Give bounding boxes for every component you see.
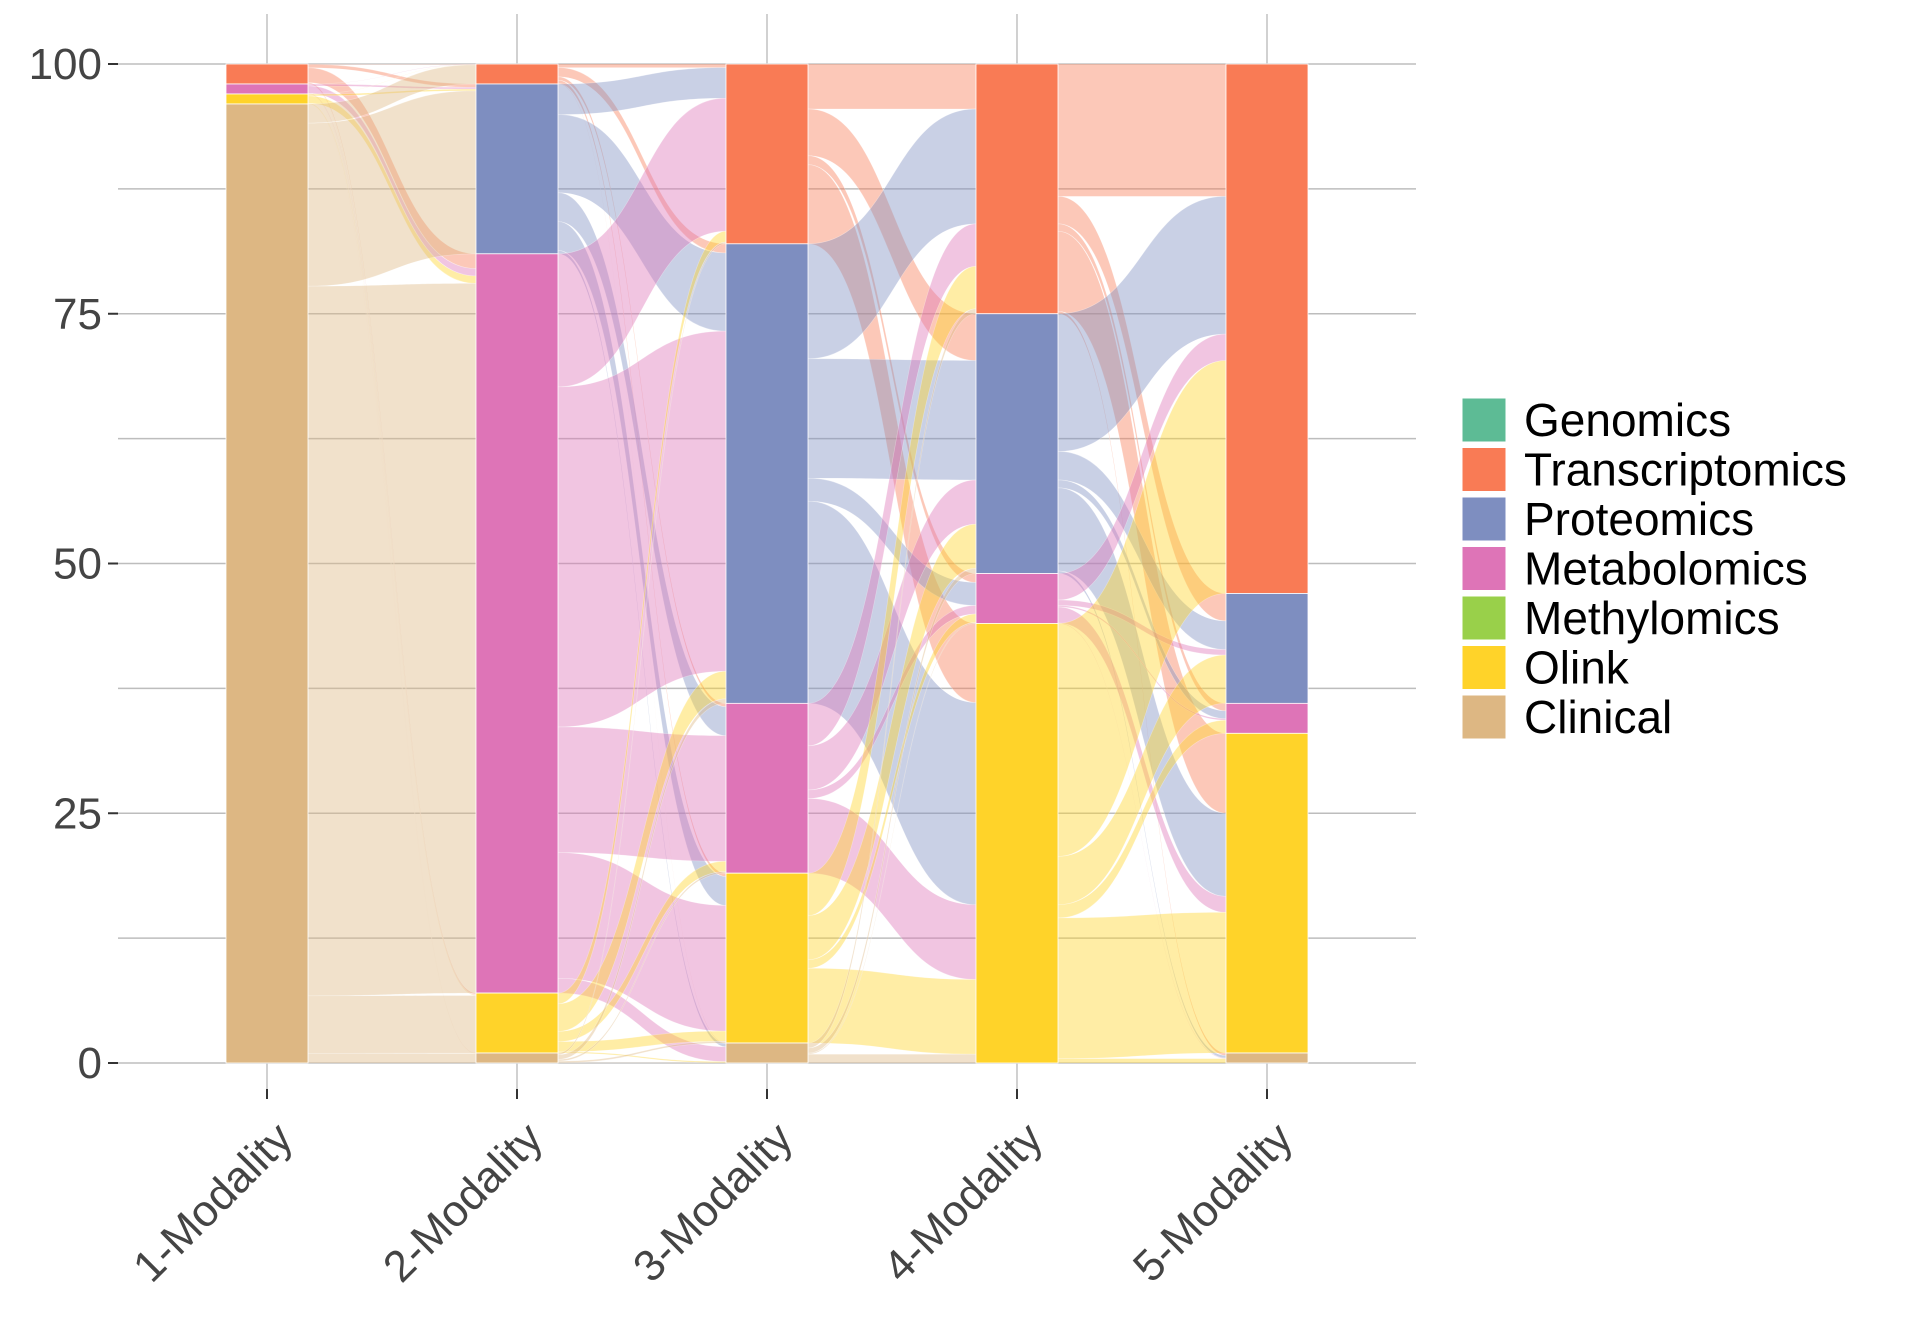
- bar-segment-olink: [475, 992, 559, 1054]
- bar-segment-transcriptomics: [1225, 63, 1309, 594]
- bar-segment-olink: [975, 623, 1059, 1064]
- legend-label-metabolomics: Metabolomics: [1524, 543, 1808, 595]
- flow-ribbon-olink: [807, 967, 977, 1055]
- flow-ribbon-olink: [1057, 1058, 1227, 1064]
- legend-label-proteomics: Proteomics: [1524, 493, 1754, 545]
- stacked-bars: [225, 63, 1309, 1064]
- x-tick-label: 3-Modality: [624, 1113, 802, 1291]
- legend-label-clinical: Clinical: [1524, 691, 1672, 743]
- legend-swatch-metabolomics: [1461, 546, 1507, 591]
- flow-ribbon-proteomics: [807, 358, 977, 481]
- flow-ribbon-metabolomics: [557, 330, 727, 728]
- x-tick-label: 1-Modality: [124, 1113, 302, 1291]
- legend-label-olink: Olink: [1524, 642, 1630, 694]
- legend-swatch-olink: [1461, 645, 1507, 690]
- bar-segment-metabolomics: [725, 702, 809, 874]
- bar-segment-proteomics: [475, 83, 559, 255]
- legend-label-genomics: Genomics: [1524, 394, 1731, 446]
- x-axis-ticks: 1-Modality 2-Modality 3-Modality 4-Modality…: [124, 1089, 1302, 1292]
- y-tick-label: 0: [78, 1039, 102, 1088]
- legend-label-transcriptomics: Transcriptomics: [1524, 444, 1847, 496]
- flow-ribbon-clinical: [307, 1053, 477, 1064]
- bar-segment-proteomics: [725, 243, 809, 704]
- bar-segment-clinical: [1225, 1052, 1309, 1064]
- bar-segment-metabolomics: [975, 573, 1059, 624]
- bar-segment-metabolomics: [225, 83, 309, 95]
- legend-swatch-transcriptomics: [1461, 447, 1507, 492]
- legend-swatch-methylomics: [1461, 595, 1507, 641]
- flow-ribbon-transcriptomics: [557, 63, 727, 68]
- y-axis-ticks: 0 25 50 75 100: [29, 40, 118, 1088]
- bar-segment-olink: [1225, 732, 1309, 1054]
- flow-ribbon-clinical: [307, 283, 477, 997]
- y-tick-label: 50: [53, 540, 102, 589]
- bar-segment-proteomics: [1225, 593, 1309, 704]
- bar-segment-transcriptomics: [975, 63, 1059, 315]
- legend-label-methylomics: Methylomics: [1524, 592, 1780, 644]
- bar-segment-clinical: [475, 1052, 559, 1064]
- x-tick-label: 4-Modality: [874, 1113, 1052, 1291]
- bar-segment-olink: [725, 872, 809, 1044]
- flow-ribbon-clinical: [307, 995, 477, 1054]
- bar-segment-olink: [225, 93, 309, 105]
- x-tick-label: 5-Modality: [1124, 1113, 1302, 1291]
- x-tick-label: 2-Modality: [374, 1113, 552, 1291]
- legend-swatch-clinical: [1461, 694, 1507, 740]
- y-tick-label: 25: [53, 789, 102, 838]
- y-tick-label: 100: [29, 40, 102, 89]
- bar-segment-transcriptomics: [725, 63, 809, 245]
- legend-swatch-proteomics: [1461, 496, 1507, 542]
- bar-segment-metabolomics: [1225, 702, 1309, 734]
- bar-segment-metabolomics: [475, 253, 559, 994]
- flow-ribbon-olink: [1057, 912, 1227, 1059]
- y-tick-label: 75: [53, 290, 102, 339]
- bar-segment-transcriptomics: [475, 63, 559, 85]
- bar-segment-clinical: [225, 103, 309, 1064]
- flow-ribbon-transcriptomics: [807, 63, 977, 110]
- legend: GenomicsTranscriptomicsProteomicsMetabol…: [1461, 394, 1847, 743]
- bar-segment-clinical: [725, 1042, 809, 1064]
- bar-segment-proteomics: [975, 313, 1059, 574]
- flow-ribbons: [307, 63, 1227, 1064]
- bar-segment-transcriptomics: [225, 63, 309, 85]
- flow-ribbon-transcriptomics: [1057, 63, 1227, 197]
- flow-ribbon-clinical: [807, 1053, 977, 1064]
- legend-swatch-genomics: [1461, 397, 1507, 443]
